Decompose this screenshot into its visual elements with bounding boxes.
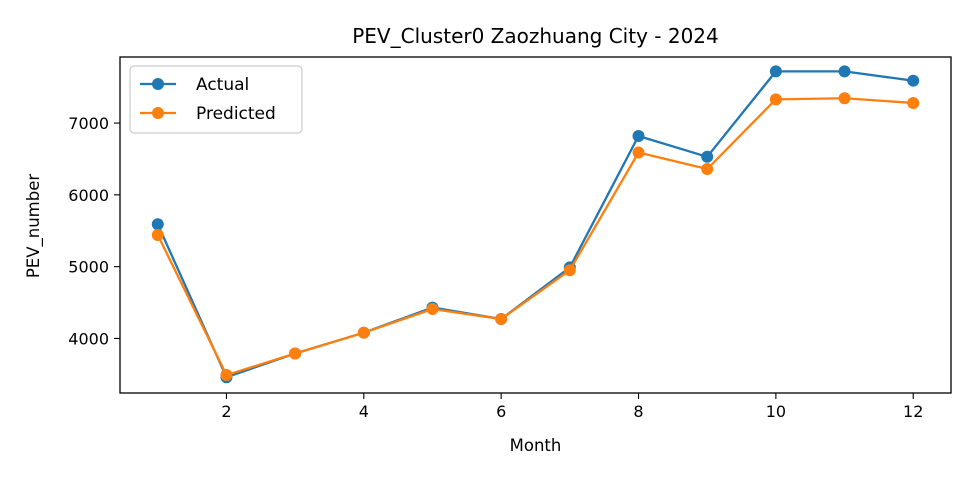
data-point-actual bbox=[632, 129, 645, 142]
legend-label-predicted: Predicted bbox=[196, 104, 276, 124]
legend: Actual Predicted bbox=[129, 65, 303, 134]
data-point-predicted bbox=[426, 303, 439, 315]
y-tick-label: 4000 bbox=[68, 329, 109, 348]
plot-layer bbox=[151, 65, 920, 384]
data-point-actual bbox=[151, 218, 164, 231]
legend-box bbox=[129, 65, 303, 134]
data-point-predicted bbox=[495, 313, 508, 326]
y-tick-label: 7000 bbox=[68, 114, 109, 133]
data-point-predicted bbox=[563, 264, 576, 277]
legend-swatch-marker bbox=[152, 107, 164, 119]
x-tick-label: 12 bbox=[903, 402, 923, 421]
data-point-predicted bbox=[701, 163, 714, 175]
x-axis: 2 4 6 8 10 12 bbox=[221, 393, 923, 421]
y-axis: 4000 5000 6000 7000 bbox=[68, 114, 120, 348]
y-axis-label: PEV_number bbox=[24, 174, 44, 279]
x-axis-label: Month bbox=[510, 436, 562, 455]
data-point-predicted bbox=[769, 93, 782, 106]
data-point-predicted bbox=[151, 229, 164, 242]
plot-frame bbox=[119, 56, 952, 394]
data-point-predicted bbox=[357, 326, 370, 339]
data-point-predicted bbox=[289, 347, 302, 360]
series-line-predicted bbox=[156, 97, 914, 377]
x-tick-label: 4 bbox=[359, 402, 369, 421]
x-tick-label: 8 bbox=[633, 402, 643, 421]
data-point-predicted bbox=[838, 92, 851, 105]
y-tick-label: 5000 bbox=[68, 258, 109, 277]
legend-label-actual: Actual bbox=[196, 75, 249, 95]
data-point-actual bbox=[907, 74, 920, 87]
data-point-actual bbox=[769, 65, 782, 78]
legend-swatch-marker bbox=[152, 78, 164, 90]
y-tick-label: 6000 bbox=[68, 186, 109, 205]
data-point-actual bbox=[838, 65, 851, 78]
x-tick-label: 2 bbox=[221, 402, 231, 421]
data-point-predicted bbox=[220, 369, 233, 382]
chart-title: PEV_Cluster0 Zaozhuang City - 2024 bbox=[352, 24, 719, 48]
data-point-actual bbox=[701, 150, 714, 163]
data-point-predicted bbox=[907, 96, 920, 109]
x-tick-label: 6 bbox=[496, 402, 506, 421]
data-point-predicted bbox=[632, 146, 645, 159]
x-tick-label: 10 bbox=[766, 402, 786, 421]
